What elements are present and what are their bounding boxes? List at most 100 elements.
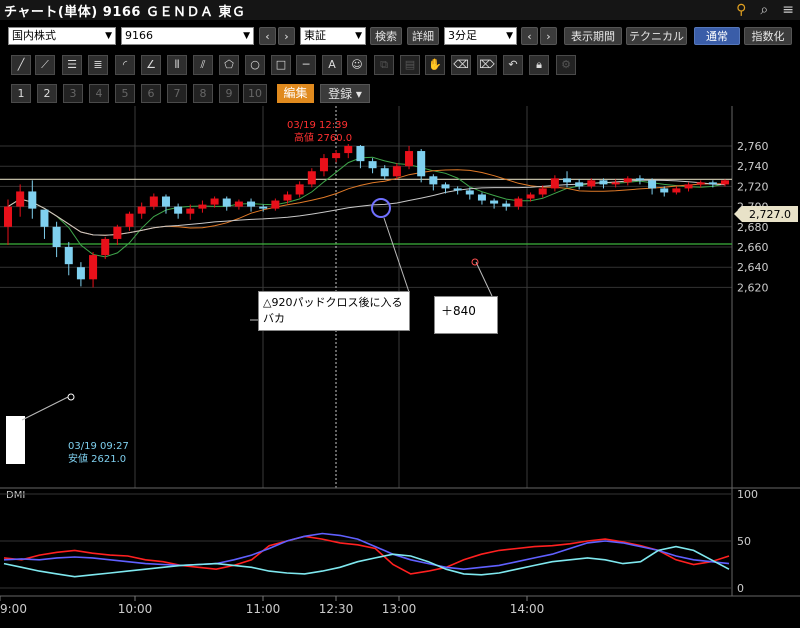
time-tick-label: 10:00	[118, 602, 153, 616]
menu-icon[interactable]: ≡	[782, 2, 794, 18]
page-tab-9[interactable]: 9	[219, 84, 239, 103]
period-button[interactable]: 表示期間	[564, 27, 622, 45]
market-select[interactable]: 国内株式 ▼	[8, 27, 116, 45]
page-tab-8[interactable]: 8	[193, 84, 213, 103]
annotation-note-1: △920パッドクロス後に入る バカ	[258, 291, 410, 331]
next-code-button[interactable]: ›	[278, 27, 295, 45]
grid	[0, 145, 732, 288]
page-tab-7[interactable]: 7	[167, 84, 187, 103]
candle-body	[344, 146, 353, 154]
low-time-label: 03/19 09:27	[68, 441, 129, 452]
candle-body	[113, 226, 122, 239]
candle-body	[76, 267, 85, 280]
high-time-label: 03/19 12:39	[287, 120, 348, 131]
icon-stamp-icon[interactable]: ☺	[347, 55, 367, 75]
link-icon[interactable]: ⚲	[736, 2, 747, 18]
candle-body	[319, 158, 328, 172]
note1-line1: △920パッドクロス後に入る	[263, 296, 403, 309]
gann-fan-icon[interactable]: ⫽	[193, 55, 213, 75]
horizontal-reference-lines	[0, 178, 732, 245]
page-tab-5[interactable]: 5	[115, 84, 135, 103]
candle-body	[672, 188, 681, 193]
eraser-all-icon[interactable]: ⌦	[477, 55, 497, 75]
exchange-select[interactable]: 東証 ▼	[300, 27, 366, 45]
chevron-down-icon: ▼	[243, 31, 250, 41]
candle-body	[721, 180, 729, 185]
page-tab-4[interactable]: 4	[89, 84, 109, 103]
interval-select[interactable]: 3分足 ▼	[444, 27, 517, 45]
settings-icon[interactable]: ⚙	[556, 55, 576, 75]
lock-icon[interactable]: 🔒︎	[529, 55, 549, 75]
white-marker	[6, 416, 25, 464]
time-axis: 9:00 10:00 11:00 12:30 13:00 14:00	[0, 596, 544, 616]
trendline-icon[interactable]: ╱	[11, 55, 31, 75]
dmi-label: DMI	[6, 490, 25, 501]
candle-body	[259, 206, 268, 209]
drawing-toolbar: ╱ ⟋ ☰ ≣ ◜ ∠ ⦀ ⫽ ⬠ ○ □ ─ A ☺ ⧉ ▤ ✋ ⌫ ⌦ ↶ …	[0, 53, 800, 77]
candle-body	[368, 161, 377, 169]
chevron-down-icon: ▼	[506, 31, 513, 41]
parallel-lines-icon[interactable]: ☰	[62, 55, 82, 75]
normal-button[interactable]: 通常	[694, 27, 740, 45]
paste-icon[interactable]: ▤	[400, 55, 420, 75]
code-select[interactable]: 9166 ▼	[121, 27, 254, 45]
next-interval-button[interactable]: ›	[540, 27, 557, 45]
text-icon[interactable]: A	[322, 55, 342, 75]
candle-body	[198, 204, 207, 209]
candle-body	[599, 180, 608, 185]
main-toolbar: 国内株式 ▼ 9166 ▼ ‹ › 東証 ▼ 検索 詳細 3分足 ▼ ‹ › 表示期間 …	[0, 25, 800, 47]
price-chart[interactable]: 2,6202,6402,6602,6802,7002,7202,7402,760…	[0, 106, 800, 628]
candle-body	[125, 213, 134, 227]
time-tick-label: 9:00	[0, 602, 27, 616]
detail-button[interactable]: 詳細	[407, 27, 439, 45]
page-tab-3[interactable]: 3	[63, 84, 83, 103]
page-tab-2[interactable]: 2	[37, 84, 57, 103]
search-button[interactable]: 検索	[370, 27, 402, 45]
leader-line	[475, 261, 493, 297]
interval-select-value: 3分足	[448, 29, 477, 42]
dmi-tick-label: 50	[737, 535, 751, 548]
technical-button[interactable]: テクニカル	[626, 27, 687, 45]
exchange-select-value: 東証	[304, 29, 326, 42]
time-tick-label: 14:00	[510, 602, 545, 616]
search-icon[interactable]: ⌕	[760, 2, 769, 18]
candle-body	[247, 201, 256, 207]
page-tab-10[interactable]: 10	[243, 84, 267, 103]
page-tabs: 1 2 3 4 5 6 7 8 9 10 編集 登録 ▾	[0, 84, 800, 106]
title-bar: チャート(単体) 9166 ＧＥＮＤＡ 東Ｇ ⚲ ⌕ ≡	[0, 0, 800, 20]
candle-body	[477, 194, 486, 201]
horizontal-line-icon[interactable]: ─	[296, 55, 316, 75]
edit-button[interactable]: 編集	[277, 84, 314, 103]
copy-icon[interactable]: ⧉	[374, 55, 394, 75]
vertical-lines-icon[interactable]: ⦀	[167, 55, 187, 75]
current-price-label: 2,727.0	[749, 208, 791, 221]
pentagon-icon[interactable]: ⬠	[219, 55, 239, 75]
undo-icon[interactable]: ↶	[503, 55, 523, 75]
rectangle-icon[interactable]: □	[271, 55, 291, 75]
candle-body	[696, 182, 705, 185]
candle-body	[4, 206, 12, 227]
prev-interval-button[interactable]: ‹	[521, 27, 538, 45]
circle-icon[interactable]: ○	[245, 55, 265, 75]
candle-body	[161, 196, 170, 207]
candle-body	[648, 180, 657, 189]
candle-body	[174, 206, 183, 214]
ruler-icon[interactable]: ⟋	[35, 55, 55, 75]
time-tick-label: 13:00	[382, 602, 417, 616]
dmi-tick-label: 100	[737, 488, 758, 501]
price-tick-label: 2,740	[737, 160, 769, 173]
hand-icon[interactable]: ✋	[425, 55, 445, 75]
eraser-icon[interactable]: ⌫	[451, 55, 471, 75]
fan-icon[interactable]: ∠	[141, 55, 161, 75]
index-button[interactable]: 指数化	[744, 27, 792, 45]
register-button[interactable]: 登録 ▾	[320, 84, 370, 103]
code-select-value: 9166	[125, 29, 153, 42]
horizontal-lines-icon[interactable]: ≣	[88, 55, 108, 75]
candle-body	[222, 198, 231, 207]
candle-body	[210, 198, 219, 205]
page-tab-6[interactable]: 6	[141, 84, 161, 103]
price-tick-label: 2,760	[737, 140, 769, 153]
page-tab-1[interactable]: 1	[11, 84, 31, 103]
prev-code-button[interactable]: ‹	[259, 27, 276, 45]
fibonacci-arc-icon[interactable]: ◜	[115, 55, 135, 75]
